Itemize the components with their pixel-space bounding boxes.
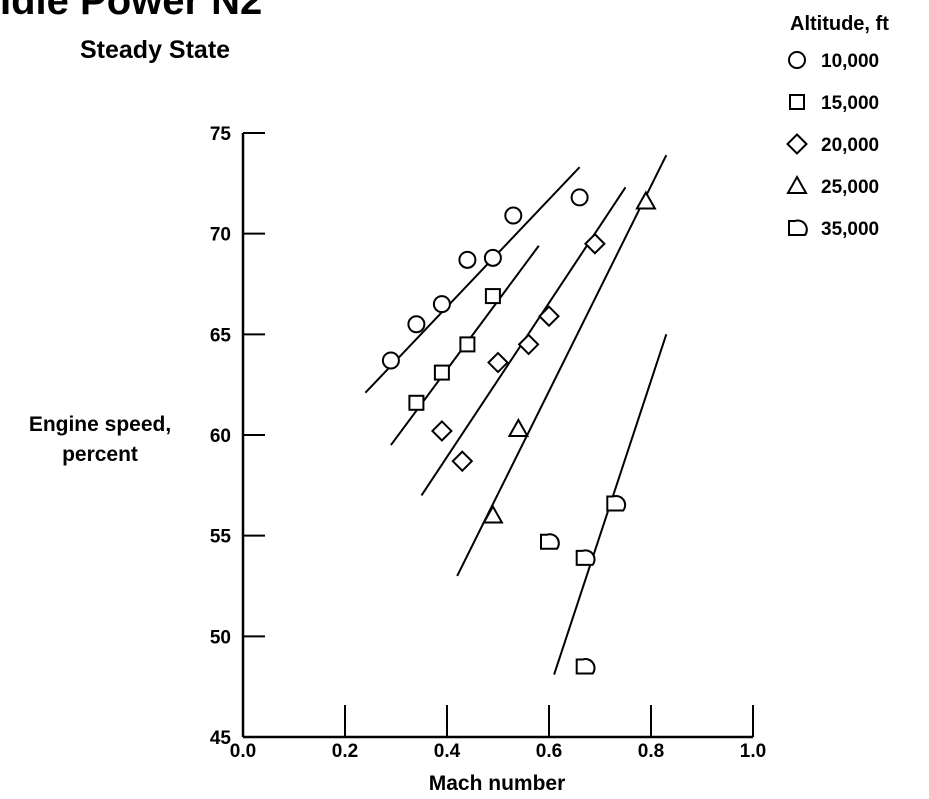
- legend-label: 10,000: [821, 51, 879, 72]
- data-point: [635, 190, 657, 210]
- data-point: [583, 232, 606, 255]
- data-point: [540, 533, 560, 550]
- plot-area: 45 50 55 60 65 70 75 0.0 0.2 0.4 0.6 0.8 1.0: [210, 124, 766, 762]
- y-tick-label: 50: [210, 627, 231, 648]
- data-point: [484, 288, 501, 305]
- legend-label: 15,000: [821, 93, 879, 114]
- y-tick-label: 60: [210, 426, 231, 447]
- chart-subtitle: Steady State: [80, 36, 230, 64]
- legend-marker: [786, 174, 808, 194]
- legend-marker: [788, 219, 808, 236]
- legend: Altitude, ft 10,000 15,000 20,000 25,000 35,…: [786, 13, 889, 240]
- legend-marker: [788, 51, 806, 69]
- data-point: [451, 450, 474, 473]
- data-point: [433, 364, 450, 381]
- data-point: [483, 248, 502, 267]
- data-point: [407, 315, 426, 334]
- legend-label: 25,000: [821, 177, 879, 198]
- legend-items: 10,000 15,000 20,000 25,000 35,000: [786, 51, 879, 240]
- y-axis-label-line-2: percent: [62, 443, 138, 466]
- x-tick-label: 0.4: [434, 741, 461, 762]
- data-point: [575, 658, 596, 675]
- y-tick-label: 75: [210, 124, 232, 145]
- legend-marker: [789, 94, 805, 110]
- legend-label: 35,000: [821, 219, 879, 240]
- y-tick-label: 55: [210, 527, 232, 548]
- data-point: [408, 394, 425, 411]
- data-point: [538, 305, 560, 328]
- legend-title: Altitude, ft: [790, 13, 889, 35]
- data-point: [459, 336, 476, 353]
- data-point: [381, 351, 400, 370]
- x-ticks: 0.0 0.2 0.4 0.6 0.8 1.0: [230, 705, 766, 762]
- y-axis-label-line-1: Engine speed,: [29, 413, 171, 436]
- x-tick-label: 0.2: [332, 741, 358, 762]
- y-tick-label: 65: [210, 325, 232, 346]
- x-axis-label: Mach number: [429, 772, 566, 794]
- legend-marker: [786, 133, 808, 155]
- y-tick-label: 45: [210, 728, 232, 749]
- data-points: [381, 188, 657, 675]
- data-point: [458, 250, 477, 269]
- x-tick-label: 0.6: [536, 741, 562, 762]
- data-point: [606, 495, 627, 512]
- fit-line: [364, 166, 581, 394]
- data-point: [504, 206, 523, 225]
- x-tick-label: 1.0: [740, 741, 766, 762]
- chart-title: C Idle Power N2: [0, 0, 262, 23]
- fit-lines: [364, 154, 668, 675]
- fit-line: [456, 154, 668, 577]
- data-point: [517, 333, 540, 356]
- y-tick-label: 70: [210, 225, 231, 246]
- data-point: [570, 188, 589, 207]
- data-point: [487, 351, 509, 374]
- y-ticks: 45 50 55 60 65 70 75: [210, 124, 265, 749]
- legend-label: 20,000: [821, 135, 879, 156]
- x-tick-label: 0.0: [230, 741, 256, 762]
- data-point: [432, 295, 451, 314]
- data-point: [482, 504, 504, 524]
- data-point: [507, 417, 530, 437]
- data-point: [575, 549, 596, 566]
- x-tick-label: 0.8: [638, 741, 664, 762]
- data-point: [430, 420, 453, 442]
